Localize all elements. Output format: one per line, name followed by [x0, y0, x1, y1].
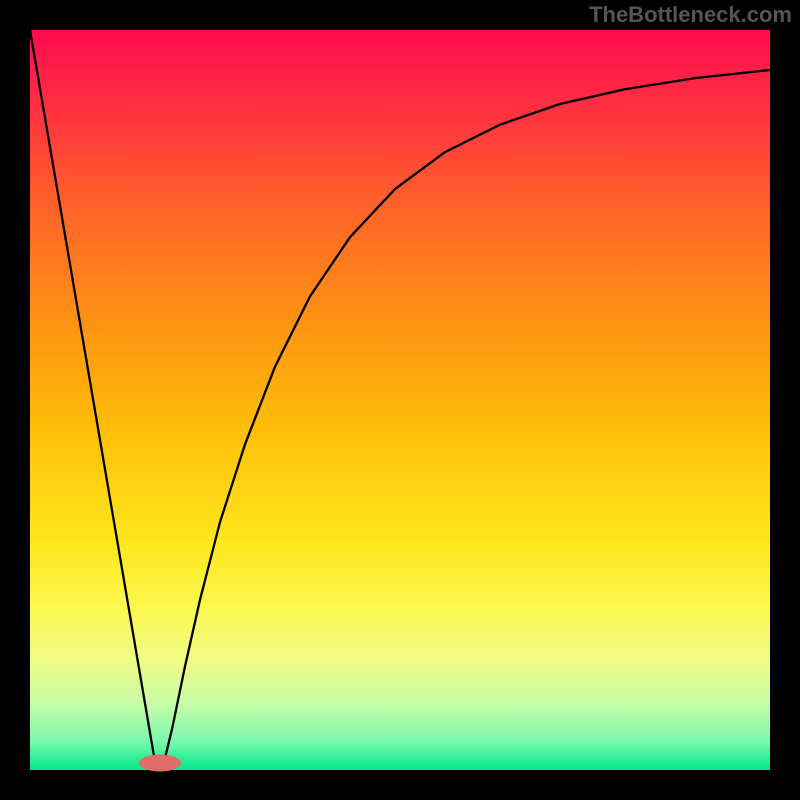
vertex-marker — [139, 755, 181, 772]
chart-svg — [0, 0, 800, 800]
plot-background — [30, 30, 770, 770]
watermark-text: TheBottleneck.com — [589, 2, 792, 28]
chart-container: TheBottleneck.com — [0, 0, 800, 800]
